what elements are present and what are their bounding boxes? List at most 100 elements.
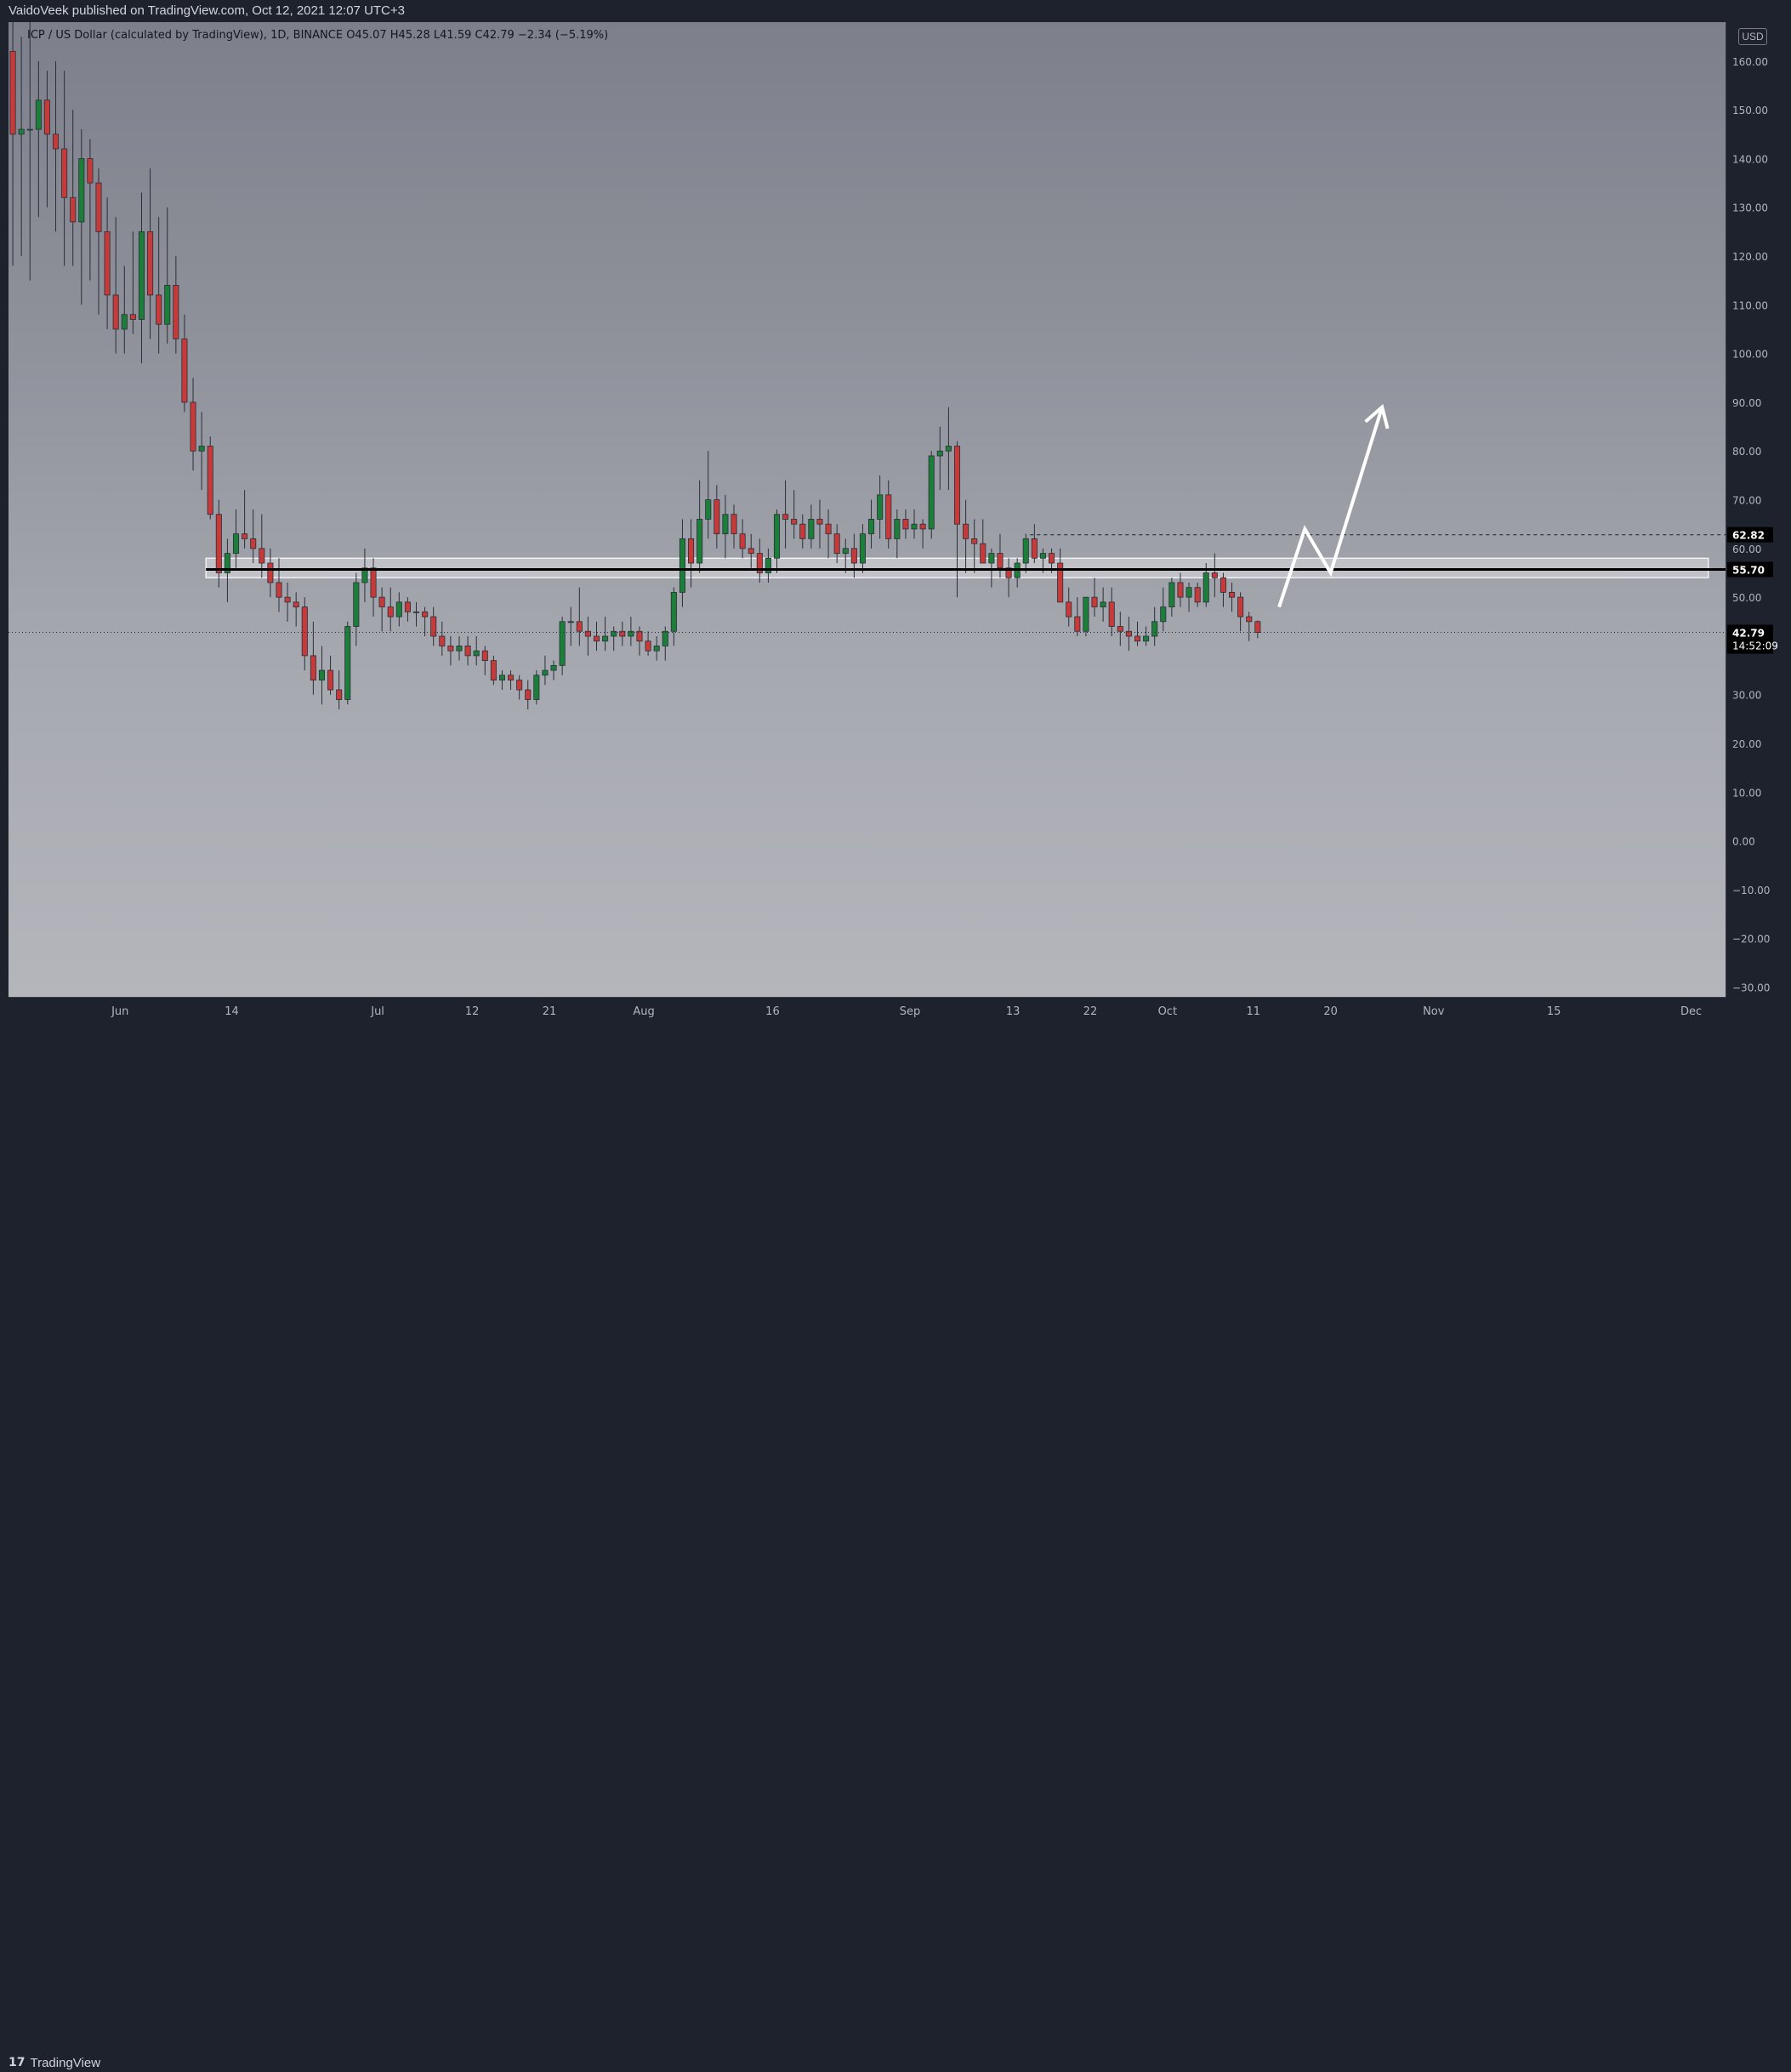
candle <box>919 519 926 549</box>
candle-body-down <box>1134 635 1141 642</box>
tradingview-logo[interactable]: 𝟭𝟳 TradingView <box>9 2053 100 2072</box>
projection-arrow-icon <box>1364 404 1390 430</box>
candle <box>404 597 411 622</box>
candle-body-down <box>1246 616 1253 623</box>
candle <box>1177 572 1184 607</box>
candle <box>859 524 866 573</box>
candle <box>112 217 119 354</box>
candle-body-up <box>670 592 677 632</box>
candle-body-down <box>310 655 316 680</box>
candle-body-up <box>1168 582 1175 608</box>
candle <box>756 538 763 583</box>
candle <box>61 71 68 266</box>
candle <box>344 621 351 705</box>
time-axis[interactable]: Jun 14 Jul 12 21 Aug 16 Sep 13 22 Oct 11 20 Nov 15 Dec <box>9 997 1726 1024</box>
candle <box>232 509 240 568</box>
candle-body-down <box>387 606 394 618</box>
candle-body-down <box>1074 616 1081 632</box>
candle <box>1066 587 1072 627</box>
candle <box>70 110 77 266</box>
candle-body-down <box>1194 587 1201 603</box>
candle <box>645 631 651 656</box>
candle <box>1185 582 1192 612</box>
candle <box>542 655 549 686</box>
currency-badge[interactable]: USD <box>1738 28 1767 45</box>
level-badge-62.82: 62.82 <box>1727 527 1773 543</box>
candle <box>207 436 213 520</box>
level-badge-62.82-text: 62.82 <box>1732 530 1765 542</box>
candle-body-up <box>662 630 668 646</box>
last-price-badge-bg <box>1727 624 1773 654</box>
candle-body-down <box>782 514 789 520</box>
candle-body-down <box>439 635 446 646</box>
candle-body-up <box>395 601 402 618</box>
candle <box>628 617 634 646</box>
candle <box>1005 558 1012 598</box>
candle-body-down <box>112 294 119 330</box>
candle <box>164 207 171 344</box>
y-tick-label: 70.00 <box>1732 495 1761 507</box>
candle-body-down <box>508 675 515 680</box>
tradingview-logo-icon: 𝟭𝟳 <box>9 2056 26 2069</box>
candle <box>1168 578 1175 618</box>
price-axis[interactable]: 160.00 150.00 140.00 130.00 120.00 110.00 100.… <box>1726 22 1791 997</box>
candle-body-up <box>988 553 995 564</box>
last-price-badge-text: 14:52:09 <box>1732 640 1778 652</box>
candle-body-up <box>722 514 729 535</box>
candle <box>1229 582 1236 612</box>
candle-body-down <box>636 630 643 642</box>
candle <box>516 675 523 700</box>
candle-body-down <box>593 635 600 642</box>
candle-body-up <box>773 514 781 559</box>
candle-body-down <box>1108 601 1115 627</box>
candlestick-chart[interactable] <box>9 22 1726 997</box>
candle <box>87 139 94 281</box>
y-tick-label: 80.00 <box>1732 446 1761 458</box>
candle <box>1125 617 1132 652</box>
candle <box>310 621 316 695</box>
candle-body-down <box>173 285 179 339</box>
candle <box>259 514 265 578</box>
candle-body-up <box>224 553 230 573</box>
candle <box>395 592 402 627</box>
candle <box>121 265 128 354</box>
candle <box>584 617 591 656</box>
projection-path <box>1277 407 1384 608</box>
candle-body-down <box>997 553 1004 569</box>
candle-body-down <box>1066 601 1072 618</box>
candle <box>576 587 583 646</box>
candle-body-down <box>267 562 274 583</box>
candle-body-up <box>877 494 884 520</box>
candle-body-down <box>207 446 213 515</box>
candle <box>894 509 901 559</box>
candle <box>550 660 557 680</box>
candle-body-up <box>936 450 943 457</box>
candle <box>412 601 420 627</box>
candle-body-down <box>61 148 68 198</box>
candle-body-down <box>1254 621 1261 633</box>
y-tick-label: 110.00 <box>1732 299 1768 311</box>
candle-body-down <box>980 543 986 564</box>
candle-body-down <box>276 582 282 598</box>
candle <box>636 626 643 656</box>
candle-body-up <box>1143 635 1150 642</box>
candle-body-down <box>791 519 798 525</box>
candle-body-up <box>559 621 566 666</box>
candle <box>52 60 60 232</box>
candle-body-down <box>833 533 840 554</box>
candle-body-up <box>138 231 145 320</box>
candle-body-up <box>353 582 360 627</box>
candle-body-down <box>181 339 188 403</box>
candle <box>508 670 515 691</box>
candle-body-down <box>1125 630 1132 637</box>
candle-body-up <box>602 635 609 642</box>
candle <box>722 494 729 559</box>
candle-body-down <box>1229 592 1236 598</box>
candle <box>885 480 892 549</box>
candle-body-down <box>70 196 77 223</box>
level-badge-55.70-text: 55.70 <box>1732 564 1765 576</box>
candle-body-down <box>576 621 583 632</box>
candle <box>842 538 849 573</box>
candle <box>662 626 668 661</box>
plot-area[interactable] <box>9 22 1726 997</box>
